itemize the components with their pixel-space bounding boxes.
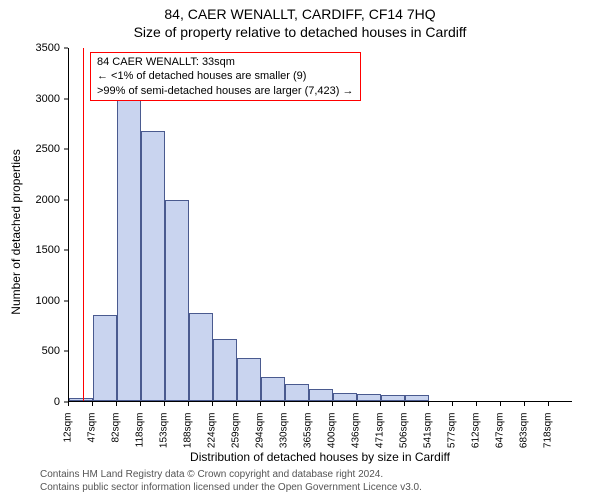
histogram-bar <box>141 131 165 401</box>
x-tick-mark <box>356 402 357 406</box>
x-tick-label: 683sqm <box>519 413 530 473</box>
y-tick-mark <box>64 98 68 99</box>
x-tick-mark <box>548 402 549 406</box>
callout-box: 84 CAER WENALLT: 33sqm ← <1% of detached… <box>90 52 361 101</box>
x-tick-label: 188sqm <box>183 413 194 473</box>
y-tick-mark <box>64 351 68 352</box>
x-tick-label: 224sqm <box>207 413 218 473</box>
x-tick-mark <box>428 402 429 406</box>
histogram-bar <box>237 358 261 401</box>
histogram-bar <box>117 60 141 401</box>
y-tick-mark <box>64 300 68 301</box>
footer-text: Contains HM Land Registry data © Crown c… <box>40 469 422 494</box>
x-tick-label: 82sqm <box>111 413 122 473</box>
y-tick-label: 3500 <box>10 42 60 54</box>
property-marker-line <box>83 48 84 401</box>
histogram-bar <box>357 394 381 401</box>
x-tick-mark <box>452 402 453 406</box>
x-tick-mark <box>524 402 525 406</box>
y-tick-mark <box>64 149 68 150</box>
y-tick-mark <box>64 250 68 251</box>
x-tick-label: 436sqm <box>351 413 362 473</box>
x-tick-mark <box>404 402 405 406</box>
x-tick-label: 47sqm <box>87 413 98 473</box>
histogram-bar <box>261 377 285 401</box>
y-tick-label: 1000 <box>10 295 60 307</box>
histogram-bar <box>309 389 333 401</box>
histogram-bar <box>381 395 405 401</box>
page-subtitle: Size of property relative to detached ho… <box>0 24 600 40</box>
x-tick-mark <box>68 402 69 406</box>
x-tick-label: 718sqm <box>543 413 554 473</box>
y-tick-mark <box>64 199 68 200</box>
y-tick-mark <box>64 48 68 49</box>
x-tick-mark <box>188 402 189 406</box>
x-tick-label: 153sqm <box>159 413 170 473</box>
callout-line-2: ← <1% of detached houses are smaller (9) <box>97 69 354 83</box>
y-tick-label: 3000 <box>10 93 60 105</box>
x-tick-mark <box>140 402 141 406</box>
histogram-bar <box>165 200 189 401</box>
x-tick-mark <box>308 402 309 406</box>
y-tick-label: 1500 <box>10 244 60 256</box>
x-tick-label: 330sqm <box>279 413 290 473</box>
histogram-bar <box>69 398 93 401</box>
x-tick-label: 506sqm <box>399 413 410 473</box>
x-tick-mark <box>116 402 117 406</box>
histogram-bar <box>93 315 117 401</box>
x-tick-label: 612sqm <box>471 413 482 473</box>
x-tick-label: 577sqm <box>447 413 458 473</box>
x-tick-label: 541sqm <box>423 413 434 473</box>
y-tick-label: 2500 <box>10 143 60 155</box>
histogram-bar <box>405 395 429 401</box>
plot-area <box>68 48 572 402</box>
histogram-bar <box>213 339 237 401</box>
y-tick-label: 2000 <box>10 194 60 206</box>
x-tick-mark <box>92 402 93 406</box>
footer-line-2: Contains public sector information licen… <box>40 482 422 495</box>
callout-line-1: 84 CAER WENALLT: 33sqm <box>97 55 354 69</box>
x-tick-label: 259sqm <box>231 413 242 473</box>
callout-line-3: >99% of semi-detached houses are larger … <box>97 84 354 98</box>
y-tick-label: 0 <box>10 396 60 408</box>
x-tick-label: 12sqm <box>63 413 74 473</box>
x-tick-mark <box>332 402 333 406</box>
x-tick-label: 647sqm <box>495 413 506 473</box>
x-tick-mark <box>212 402 213 406</box>
x-tick-label: 471sqm <box>375 413 386 473</box>
y-axis-label: Number of detached properties <box>9 102 23 362</box>
x-tick-mark <box>500 402 501 406</box>
x-tick-mark <box>284 402 285 406</box>
page-title: 84, CAER WENALLT, CARDIFF, CF14 7HQ <box>0 6 600 22</box>
x-tick-mark <box>260 402 261 406</box>
x-tick-mark <box>164 402 165 406</box>
x-tick-label: 118sqm <box>135 413 146 473</box>
x-tick-mark <box>236 402 237 406</box>
chart-container: 84, CAER WENALLT, CARDIFF, CF14 7HQ Size… <box>0 0 600 500</box>
x-tick-label: 294sqm <box>255 413 266 473</box>
histogram-bar <box>333 393 357 401</box>
x-tick-mark <box>380 402 381 406</box>
x-tick-mark <box>476 402 477 406</box>
x-tick-label: 365sqm <box>303 413 314 473</box>
y-tick-label: 500 <box>10 345 60 357</box>
histogram-bar <box>285 384 309 401</box>
x-tick-label: 400sqm <box>327 413 338 473</box>
histogram-bar <box>189 313 213 401</box>
